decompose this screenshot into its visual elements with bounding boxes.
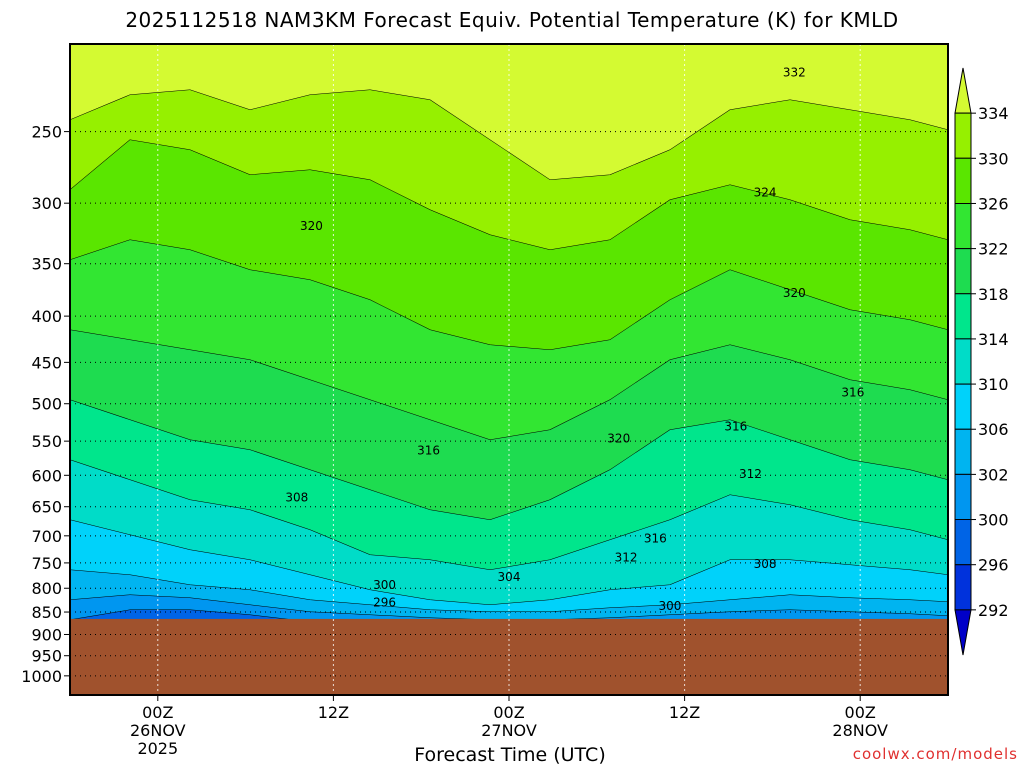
y-tick-label: 400 [31, 307, 62, 326]
terrain-ground [70, 618, 948, 695]
y-tick-label: 250 [31, 123, 62, 142]
colorbar-segment [954, 112, 972, 159]
colorbar-segment [954, 428, 972, 475]
y-tick-label: 300 [31, 194, 62, 213]
colorbar-segment [954, 473, 972, 521]
y-tick-label: 650 [31, 498, 62, 517]
contour-label: 320 [607, 431, 630, 445]
colorbar-label: 314 [978, 330, 1009, 349]
contour-label: 320 [300, 219, 323, 233]
colorbar-label: 334 [978, 104, 1009, 123]
contour-label: 316 [724, 420, 747, 434]
y-tick-label: 750 [31, 554, 62, 573]
contour-label: 300 [659, 599, 682, 613]
contour-label: 308 [285, 491, 308, 505]
colorbar-label: 326 [978, 194, 1009, 213]
colorbar-segment [954, 609, 972, 656]
x-tick-label: 28NOV [832, 721, 888, 740]
x-tick-label: 00Z [142, 703, 173, 722]
colorbar-label: 322 [978, 240, 1009, 259]
contour-label: 316 [644, 532, 667, 546]
theta-e-band [70, 520, 948, 612]
contour-label: 324 [754, 186, 777, 200]
contour-label: 304 [498, 570, 521, 584]
contour-label: 312 [615, 551, 638, 565]
y-tick-label: 950 [31, 647, 62, 666]
colorbar-label: 330 [978, 149, 1009, 168]
x-tick-label: 12Z [669, 703, 700, 722]
y-tick-label: 600 [31, 466, 62, 485]
contour-label: 316 [417, 443, 440, 457]
colorbar-segment [954, 157, 972, 204]
colorbar-segment [954, 202, 972, 250]
y-tick-label: 350 [31, 255, 62, 274]
x-tick-label: 27NOV [481, 721, 537, 740]
x-tick-label: 12Z [318, 703, 349, 722]
theta-e-band [70, 44, 948, 180]
y-tick-label: 800 [31, 579, 62, 598]
colorbar-segment [954, 338, 972, 385]
colorbar-segment [954, 564, 972, 611]
y-tick-label: 700 [31, 527, 62, 546]
x-axis-label: Forecast Time (UTC) [414, 744, 606, 766]
y-tick-label: 850 [31, 603, 62, 622]
theta-e-band [70, 460, 948, 605]
y-tick-label: 500 [31, 395, 62, 414]
y-tick-label: 550 [31, 432, 62, 451]
theta-e-band [70, 400, 948, 570]
chart-title: 2025112518 NAM3KM Forecast Equiv. Potent… [125, 8, 899, 32]
colorbar-label: 318 [978, 285, 1009, 304]
theta-e-band [70, 570, 948, 620]
contour-label: 332 [783, 65, 806, 79]
colorbar-segment [954, 383, 972, 430]
y-tick-label: 900 [31, 625, 62, 644]
contour-label: 296 [373, 596, 396, 610]
colorbar-label: 300 [978, 511, 1009, 530]
contour-label: 312 [739, 467, 762, 481]
x-tick-label: 2025 [137, 739, 178, 758]
colorbar-label: 306 [978, 420, 1009, 439]
x-tick-label: 26NOV [130, 721, 186, 740]
colorbar-label: 296 [978, 556, 1009, 575]
x-tick-label: 00Z [493, 703, 524, 722]
y-tick-label: 1000 [21, 667, 62, 686]
watermark: coolwx.com/models [852, 745, 1018, 763]
theta-e-band [70, 330, 948, 520]
contour-label: 320 [783, 286, 806, 300]
colorbar-segment [954, 293, 972, 340]
theta-e-band [70, 240, 948, 440]
colorbar-segment [954, 67, 972, 114]
y-tick-label: 450 [31, 353, 62, 372]
colorbar-label: 302 [978, 465, 1009, 484]
contour-label: 300 [373, 578, 396, 592]
contour-label: 308 [754, 557, 777, 571]
x-tick-label: 00Z [845, 703, 876, 722]
colorbar-segment [954, 248, 972, 295]
colorbar-label: 292 [978, 601, 1009, 620]
contour-label: 316 [841, 386, 864, 400]
colorbar-label: 310 [978, 375, 1009, 394]
colorbar-segment [954, 519, 972, 566]
